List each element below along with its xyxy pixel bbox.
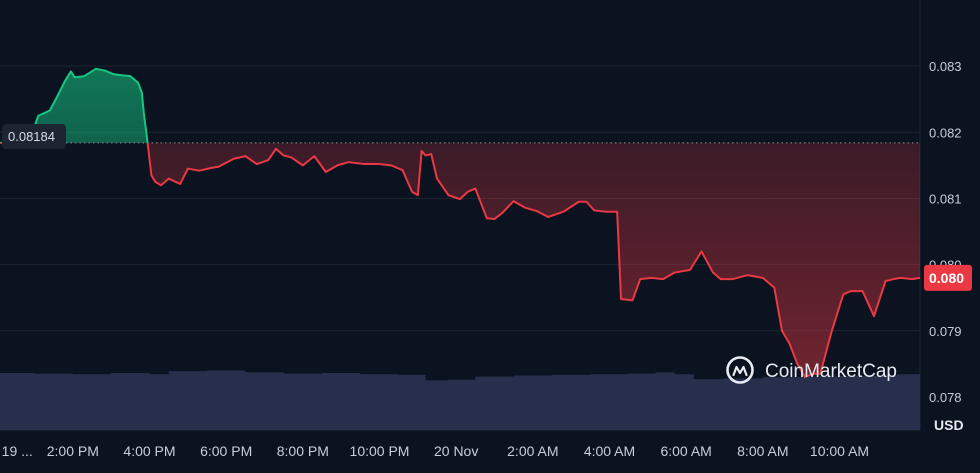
x-tick-label: 10:00 PM <box>350 443 410 459</box>
price-line-up <box>0 67 149 143</box>
y-tick-label: 0.083 <box>929 59 962 74</box>
x-tick-label: 2:00 PM <box>47 443 99 459</box>
x-tick-label: 6:00 PM <box>200 443 252 459</box>
current-price-badge: 0.080 <box>924 264 972 291</box>
price-lines <box>0 67 921 379</box>
price-line-down <box>0 142 921 379</box>
y-tick-label: 0.081 <box>929 191 962 206</box>
y-tick-label: 0.078 <box>929 390 962 405</box>
area-above-reference <box>0 68 920 143</box>
current-price-label: 0.080 <box>929 270 964 286</box>
x-tick-label: 6:00 AM <box>660 443 711 459</box>
x-axis: 19 ... 2:00 PM 4:00 PM 6:00 PM 8:00 PM 10:00 … <box>2 443 869 459</box>
y-tick-label: 0.079 <box>929 324 962 339</box>
coinmarketcap-logo-icon <box>726 356 754 384</box>
y-axis: 0.083 0.082 0.081 0.080 0.079 0.078 <box>929 59 962 405</box>
area-below-reference <box>147 142 920 378</box>
x-tick-label: 4:00 PM <box>123 443 175 459</box>
volume-bars <box>0 370 920 430</box>
volume-area <box>0 370 920 430</box>
current-badge-bg <box>924 264 972 291</box>
x-tick-label: 8:00 AM <box>737 443 788 459</box>
currency-unit-label: USD <box>934 417 964 433</box>
x-tick-label: 20 Nov <box>434 443 478 459</box>
brand-name: CoinMarketCap <box>765 361 897 382</box>
x-tick-label: 10:00 AM <box>810 443 869 459</box>
x-tick-label: 8:00 PM <box>277 443 329 459</box>
price-area <box>0 68 920 378</box>
reference-badge-bg <box>2 124 66 149</box>
brand-watermark: CoinMarketCap <box>726 356 897 384</box>
x-tick-label: 19 ... <box>2 443 33 459</box>
reference-price-label: 0.08184 <box>8 129 55 144</box>
reference-price-badge: 0.08184 <box>2 124 66 149</box>
x-tick-label: 2:00 AM <box>507 443 558 459</box>
x-tick-label: 4:00 AM <box>584 443 635 459</box>
y-tick-label: 0.082 <box>929 125 962 140</box>
